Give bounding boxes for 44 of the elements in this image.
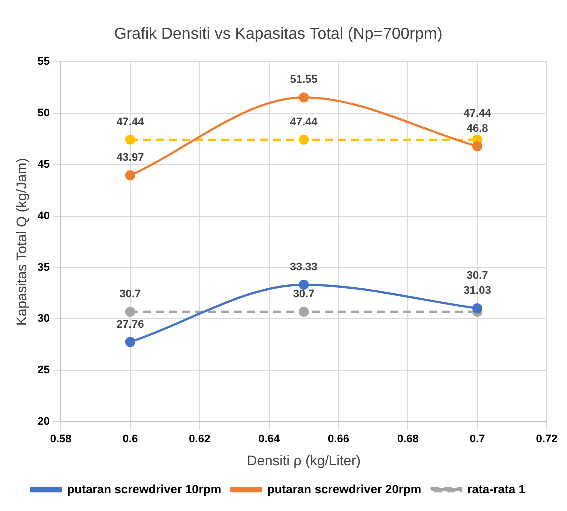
point bbox=[298, 92, 310, 103]
point bbox=[125, 337, 136, 348]
point bbox=[298, 280, 310, 290]
data-label: 30.7 bbox=[466, 270, 488, 282]
point bbox=[125, 170, 136, 181]
y-tick-label: 20 bbox=[38, 416, 50, 428]
data-label: 46.8 bbox=[466, 123, 488, 136]
x-tick-label: 0.7 bbox=[470, 434, 486, 446]
x-tick-label: 0.62 bbox=[189, 434, 211, 446]
legend-label: putaran screwdriver 10rpm bbox=[67, 482, 222, 496]
legend-label: putaran screwdriver 20rpm bbox=[267, 482, 422, 496]
y-tick-label: 50 bbox=[38, 108, 50, 120]
data-label: 47.44 bbox=[464, 108, 492, 120]
x-tick-label: 0.72 bbox=[536, 434, 558, 446]
y-tick-label: 25 bbox=[38, 364, 50, 377]
point bbox=[472, 141, 483, 152]
chart-title: Grafik Densiti vs Kapasitas Total (Np=700rpm) bbox=[114, 26, 443, 44]
x-axis-title: Densiti ρ (kg/Liter) bbox=[247, 452, 361, 468]
x-tick-label: 0.58 bbox=[50, 434, 72, 446]
x-tick-label: 0.68 bbox=[397, 434, 419, 446]
data-label: 43.97 bbox=[116, 152, 144, 164]
point bbox=[298, 306, 310, 318]
y-tick-label: 30 bbox=[38, 313, 50, 326]
y-tick-label: 40 bbox=[38, 210, 50, 222]
point bbox=[125, 306, 136, 318]
data-label: 31.03 bbox=[464, 285, 492, 298]
y-tick-label: 55 bbox=[38, 56, 50, 68]
legend-label: rata-rata 1 bbox=[468, 482, 526, 496]
x-tick-label: 0.66 bbox=[328, 434, 350, 446]
data-label: 30.7 bbox=[120, 288, 142, 301]
y-axis-title: Kapasitas Total Q (kg/Jam) bbox=[13, 158, 30, 326]
point bbox=[298, 134, 310, 146]
y-tick-label: 35 bbox=[38, 262, 50, 274]
data-label: 51.55 bbox=[290, 74, 318, 86]
data-label: 27.76 bbox=[116, 318, 144, 331]
x-tick-label: 0.6 bbox=[122, 434, 138, 446]
data-label: 47.44 bbox=[290, 116, 319, 128]
x-tick-label: 0.64 bbox=[258, 434, 281, 446]
point bbox=[125, 134, 136, 146]
y-tick-label: 45 bbox=[38, 159, 50, 172]
data-label: 30.7 bbox=[293, 288, 315, 301]
point bbox=[472, 304, 483, 314]
data-label: 33.33 bbox=[290, 262, 318, 274]
data-label: 47.44 bbox=[116, 116, 146, 128]
